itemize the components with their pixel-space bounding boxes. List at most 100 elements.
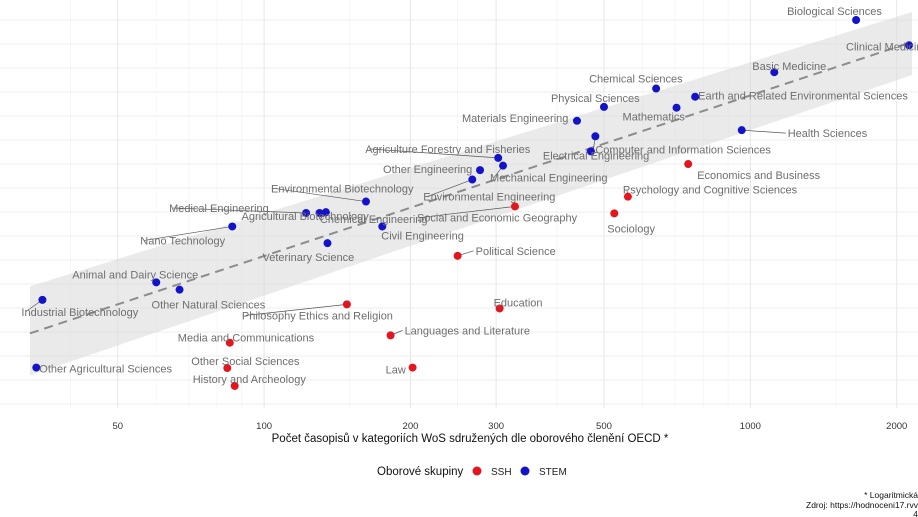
leader-line-philosophy-ethics-and-religion	[245, 304, 347, 316]
point-labels: Biological Sciences Clinical Medicine Basi…	[21, 6, 918, 386]
point-law	[408, 363, 417, 372]
point-sociology	[610, 209, 619, 218]
point-environmental-engineering	[468, 175, 477, 184]
point-label-computer-and-information-sciences: Computer and Information Sciences	[595, 144, 771, 156]
legend-title: Oborové skupiny	[377, 466, 464, 478]
point-label-philosophy-ethics-and-religion: Philosophy Ethics and Religion	[242, 310, 393, 322]
point-agricultural-biotechnology	[315, 208, 324, 217]
point-label-agricultural-biotechnology: Agricultural Biotechnology	[242, 211, 370, 223]
regression-line	[29, 41, 913, 335]
point-economics-and-business	[684, 160, 693, 169]
point-computer-and-information-sciences	[591, 132, 600, 141]
point-label-biological-sciences: Biological Sciences	[787, 6, 882, 18]
point-media-and-communications	[225, 338, 234, 347]
x-tick-labels: 50 100 200 300 500 1000 2000	[112, 421, 907, 432]
footnote-line-1: * Logaritmická	[864, 490, 918, 500]
point-label-animal-and-dairy-science: Animal and Dairy Science	[72, 269, 198, 281]
point-agriculture-forestry-and-fisheries	[494, 153, 503, 162]
point-chemical-engineering	[321, 208, 330, 217]
point-physical-sciences	[599, 102, 608, 111]
point-political-science	[453, 251, 462, 260]
x-tick-label: 2000	[886, 421, 907, 432]
point-label-civil-engineering: Civil Engineering	[381, 230, 464, 242]
point-other-agricultural-sciences	[32, 363, 41, 372]
leader-line-environmental-engineering	[427, 179, 473, 197]
point-earth-and-related-environmental-sciences	[691, 92, 700, 101]
legend: Oborové skupiny SSH STEM	[377, 466, 567, 478]
point-label-other-social-sciences: Other Social Sciences	[191, 356, 300, 368]
point-environmental-biotechnology	[361, 197, 370, 206]
point-label-environmental-engineering: Environmental Engineering	[423, 192, 555, 204]
point-history-and-archeology	[230, 381, 239, 390]
point-psychology-and-cognitive-sciences	[623, 192, 632, 201]
point-veterinary-science	[323, 239, 332, 248]
point-social-and-economic-geography	[510, 202, 519, 211]
point-other-natural-sciences	[175, 285, 184, 294]
point-label-law: Law	[386, 365, 406, 377]
point-health-sciences	[737, 126, 746, 135]
point-philosophy-ethics-and-religion	[342, 300, 351, 309]
point-label-industrial-biotechnology: Industrial Biotechnology	[21, 307, 138, 319]
point-label-economics-and-business: Economics and Business	[697, 170, 820, 182]
point-label-sociology: Sociology	[607, 223, 655, 235]
point-label-psychology-and-cognitive-sciences: Psychology and Cognitive Sciences	[623, 185, 798, 197]
legend-label-ssh: SSH	[491, 467, 512, 478]
x-tick-label: 1000	[740, 421, 761, 432]
point-label-media-and-communications: Media and Communications	[178, 333, 315, 345]
legend-swatch-stem	[520, 466, 530, 476]
x-tick-label: 200	[403, 421, 419, 432]
x-tick-label: 50	[112, 421, 123, 432]
point-languages-and-literature	[386, 331, 395, 340]
leader-line-health-sciences	[741, 129, 786, 134]
point-label-political-science: Political Science	[476, 246, 556, 258]
leader-line-social-and-economic-geography	[420, 206, 515, 218]
point-label-other-engineering: Other Engineering	[383, 164, 472, 176]
point-label-clinical-medicine: Clinical Medicine	[846, 41, 918, 53]
leader-line-environmental-biotechnology	[274, 188, 367, 202]
point-biological-sciences	[852, 15, 861, 24]
point-nano-technology	[228, 222, 237, 231]
point-label-education: Education	[494, 297, 543, 309]
point-label-earth-and-related-environmental-sciences: Earth and Related Environmental Sciences	[698, 91, 908, 103]
legend-swatch-ssh	[472, 466, 482, 476]
point-label-other-natural-sciences: Other Natural Sciences	[152, 300, 266, 312]
point-label-other-agricultural-sciences: Other Agricultural Sciences	[39, 364, 172, 376]
point-civil-engineering	[378, 222, 387, 231]
point-clinical-medicine	[905, 41, 914, 50]
point-label-environmental-biotechnology: Environmental Biotechnology	[271, 184, 414, 196]
point-label-medical-engineering: Medical Engineering	[169, 203, 269, 215]
leader-line-medical-engineering	[173, 207, 307, 214]
leader-line-agriculture-forestry-and-fisheries	[369, 148, 499, 159]
point-label-physical-sciences: Physical Sciences	[551, 93, 640, 105]
x-tick-label: 300	[488, 421, 504, 432]
point-label-chemical-sciences: Chemical Sciences	[589, 74, 683, 86]
point-label-chemical-engineering: Chemical Engineering	[320, 214, 428, 226]
point-other-social-sciences	[223, 364, 232, 373]
x-axis-title: Počet časopisů v kategoriích WoS sdružen…	[272, 433, 669, 445]
confidence-band	[30, 12, 912, 376]
point-mathematics	[672, 103, 681, 112]
point-basic-medicine	[770, 68, 779, 77]
point-label-nano-technology: Nano Technology	[140, 235, 225, 247]
x-tick-label: 500	[596, 421, 612, 432]
footnote-line-2: Zdroj: https://hodnoceni17.rvv	[806, 500, 918, 510]
point-label-history-and-archeology: History and Archeology	[193, 374, 307, 386]
point-medical-engineering	[302, 208, 311, 217]
x-tick-label: 100	[256, 421, 272, 432]
point-label-veterinary-science: Veterinary Science	[262, 252, 354, 264]
point-animal-and-dairy-science	[152, 278, 161, 287]
point-label-materials-engineering: Materials Engineering	[462, 113, 568, 125]
confidence-band-area	[30, 12, 912, 376]
point-chemical-sciences	[652, 84, 661, 93]
point-materials-engineering	[572, 116, 581, 125]
point-industrial-biotechnology	[38, 295, 47, 304]
point-label-health-sciences: Health Sciences	[788, 128, 868, 140]
point-label-social-and-economic-geography: Social and Economic Geography	[417, 212, 578, 224]
point-education	[495, 304, 504, 313]
point-label-languages-and-literature: Languages and Literature	[405, 325, 530, 337]
point-label-mathematics: Mathematics	[623, 112, 686, 124]
leader-line-nano-technology	[144, 226, 233, 241]
trend-line	[29, 41, 913, 335]
point-label-basic-medicine: Basic Medicine	[752, 61, 826, 73]
